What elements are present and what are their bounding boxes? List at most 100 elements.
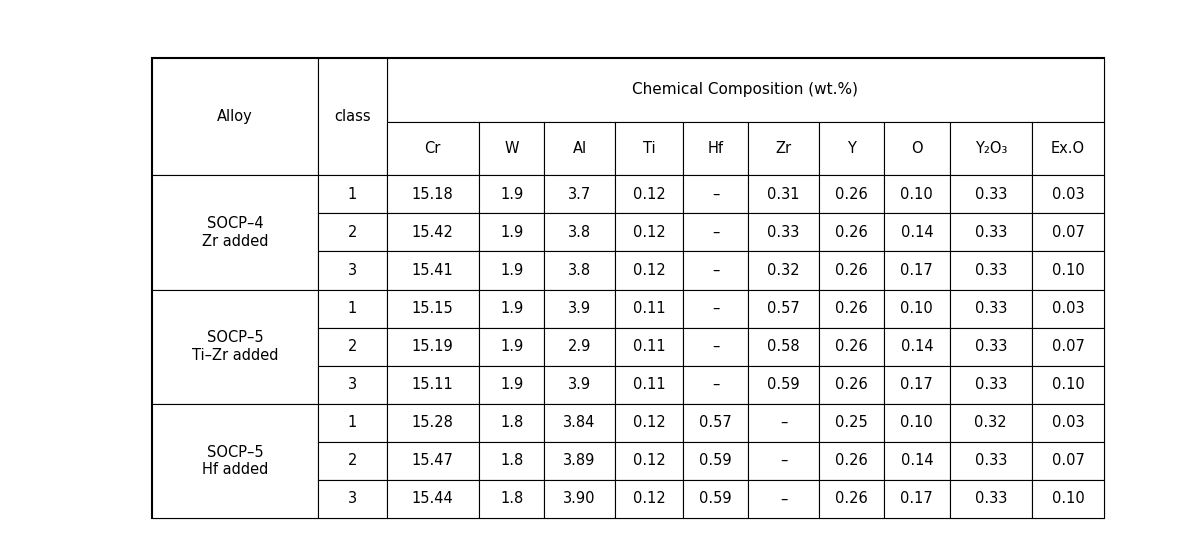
Text: 1: 1 [347,415,357,430]
Bar [387,122,480,175]
Bar [819,175,884,213]
Text: –: – [712,263,720,278]
Bar [683,404,749,442]
Bar [318,480,387,518]
Text: 15.44: 15.44 [412,492,453,506]
Bar [950,213,1032,252]
Bar [884,175,950,213]
Text: –: – [712,301,720,316]
Text: 3: 3 [347,492,357,506]
Text: 2: 2 [347,453,357,469]
Text: –: – [779,415,788,430]
Bar [884,252,950,289]
Bar [884,289,950,328]
Text: 15.41: 15.41 [412,263,453,278]
Bar [615,252,683,289]
Bar [615,480,683,518]
Bar [615,122,683,175]
Text: 3.7: 3.7 [568,187,591,202]
Bar [387,442,480,480]
Text: W: W [505,141,519,156]
Bar [1032,366,1104,404]
Bar [819,404,884,442]
Bar [387,328,480,366]
Text: 3.9: 3.9 [568,301,591,316]
Bar [544,289,615,328]
Bar [819,122,884,175]
Text: 15.18: 15.18 [412,187,453,202]
Text: 1.8: 1.8 [500,415,524,430]
Text: 1.9: 1.9 [500,187,524,202]
Text: 0.11: 0.11 [633,301,665,316]
Text: 0.59: 0.59 [700,492,732,506]
Text: 0.57: 0.57 [700,415,732,430]
Text: –: – [712,187,720,202]
Bar [387,289,480,328]
Text: –: – [779,492,788,506]
Text: 15.19: 15.19 [412,339,453,354]
Bar [615,328,683,366]
Text: 0.33: 0.33 [975,225,1007,240]
Bar [1032,252,1104,289]
Bar [318,175,387,213]
Text: 0.07: 0.07 [1052,453,1084,469]
Bar [544,404,615,442]
Text: 3.89: 3.89 [563,453,596,469]
Text: SOCP–4
Zr added: SOCP–4 Zr added [202,216,269,249]
Bar [683,252,749,289]
Bar [683,366,749,404]
Bar [819,213,884,252]
Text: 0.59: 0.59 [768,377,800,392]
Text: 0.17: 0.17 [901,263,933,278]
Text: 0.07: 0.07 [1052,225,1084,240]
Text: 3.8: 3.8 [568,225,591,240]
Text: 0.26: 0.26 [835,339,868,354]
Text: 0.14: 0.14 [901,225,933,240]
Text: 2.9: 2.9 [568,339,591,354]
Bar [749,289,819,328]
Text: 0.26: 0.26 [835,225,868,240]
Bar [819,366,884,404]
Text: 1.9: 1.9 [500,339,524,354]
Bar [544,328,615,366]
Text: Cr: Cr [425,141,441,156]
Bar [544,252,615,289]
Text: Al: Al [572,141,587,156]
Text: 0.33: 0.33 [975,492,1007,506]
Bar [318,366,387,404]
Bar [1032,328,1104,366]
Text: 0.33: 0.33 [768,225,800,240]
Text: Y: Y [847,141,856,156]
Text: 0.10: 0.10 [901,415,933,430]
Bar [544,213,615,252]
Bar [544,175,615,213]
Text: 3.9: 3.9 [568,377,591,392]
Bar [152,289,318,404]
Bar [819,442,884,480]
Text: Y₂O₃: Y₂O₃ [975,141,1007,156]
Bar [749,366,819,404]
Text: 0.03: 0.03 [1052,415,1084,430]
Text: 0.12: 0.12 [633,492,665,506]
Bar [544,442,615,480]
Bar [884,442,950,480]
Text: 0.26: 0.26 [835,492,868,506]
Text: 0.12: 0.12 [633,453,665,469]
Bar [480,175,544,213]
Text: 0.26: 0.26 [835,453,868,469]
Text: 0.10: 0.10 [901,187,933,202]
Bar [480,480,544,518]
Text: –: – [712,339,720,354]
Bar [749,480,819,518]
Text: 0.33: 0.33 [975,301,1007,316]
Bar [318,58,387,175]
Bar [884,213,950,252]
Text: 2: 2 [347,339,357,354]
Bar [480,328,544,366]
Text: 15.42: 15.42 [412,225,453,240]
Bar [884,404,950,442]
Text: 0.12: 0.12 [633,263,665,278]
Text: 0.59: 0.59 [700,453,732,469]
Text: 15.15: 15.15 [412,301,453,316]
Bar [387,58,1104,122]
